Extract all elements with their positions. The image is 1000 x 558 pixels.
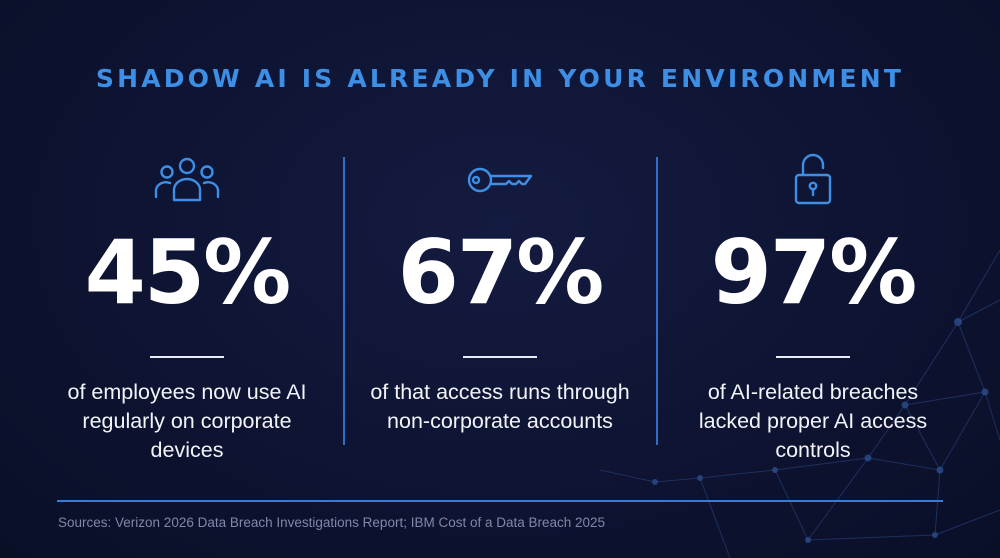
stat-value: 67% [397, 221, 605, 324]
stat-description: of employees now use AI regularly on cor… [67, 380, 307, 462]
stat-underline [776, 356, 850, 358]
column-divider [343, 157, 345, 445]
footer-rule [57, 500, 943, 502]
stat-underline [150, 356, 224, 358]
column-divider [656, 157, 658, 445]
stat-breaches: 97% of AI-related breaches lacked proper… [658, 150, 968, 465]
stat-value: 45% [84, 221, 292, 324]
users-icon [32, 150, 342, 210]
stat-value: 97% [710, 221, 918, 324]
stat-underline [463, 356, 537, 358]
unlocked-padlock-icon [658, 150, 968, 210]
stat-employees: 45% of employees now use AI regularly on… [32, 150, 342, 465]
headline: SHADOW AI IS ALREADY IN YOUR ENVIRONMENT [95, 64, 905, 93]
key-icon [345, 150, 655, 210]
sources-note: Sources: Verizon 2026 Data Breach Invest… [58, 515, 606, 530]
stat-access: 67% of that access runs through non-corp… [345, 150, 655, 436]
stat-description: of AI-related breaches lacked proper AI … [698, 380, 928, 462]
stat-description: of that access runs through non-corporat… [370, 380, 630, 433]
